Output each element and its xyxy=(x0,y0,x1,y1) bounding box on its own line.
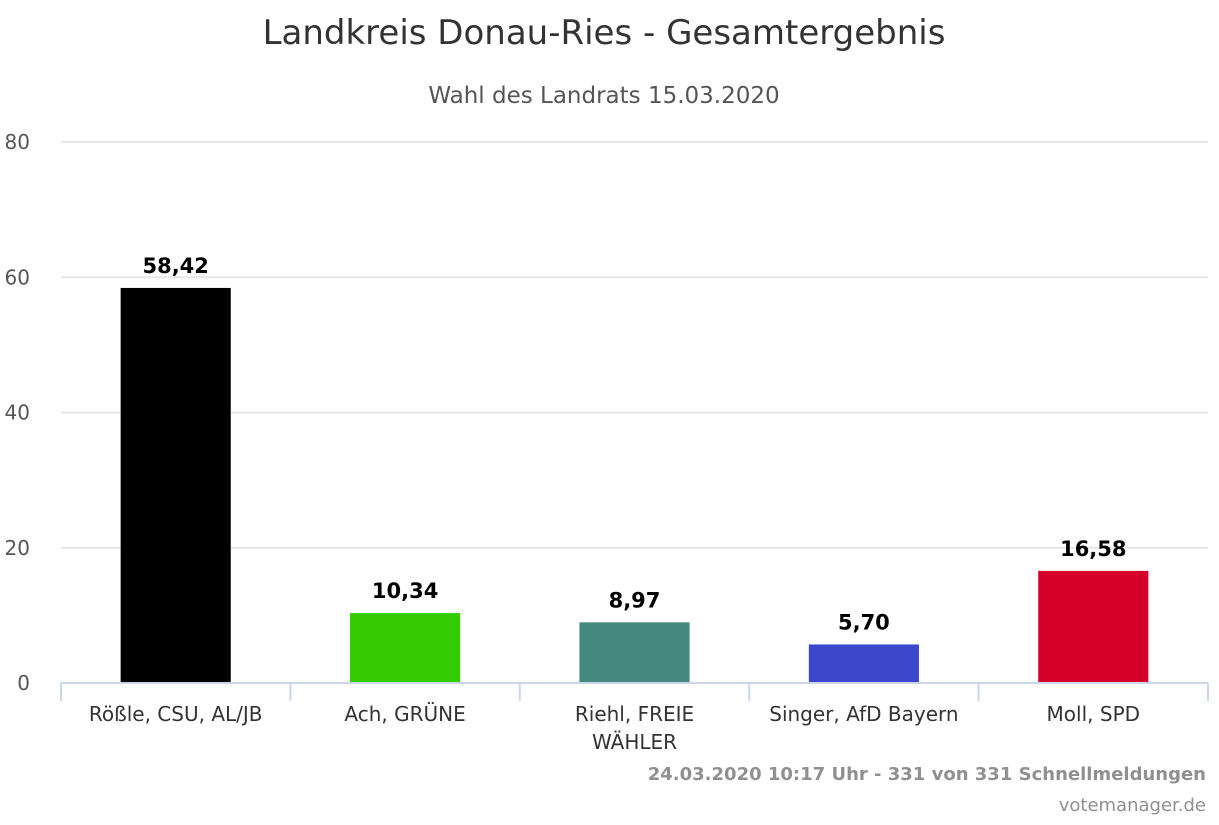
credit-status: 24.03.2020 10:17 Uhr - 331 von 331 Schne… xyxy=(648,764,1206,785)
x-axis: Rößle, CSU, AL/JB Ach, GRÜNE Riehl, FREIE W… xyxy=(60,682,1209,754)
chart-subtitle: Wahl des Landrats 15.03.2020 xyxy=(428,83,779,109)
data-label: 8,97 xyxy=(609,588,661,612)
data-label: 10,34 xyxy=(372,579,438,603)
credit-source-link[interactable]: votemanager.de xyxy=(1059,795,1206,816)
x-category-label: Riehl, FREIE xyxy=(575,702,694,726)
y-tick-label: 0 xyxy=(17,671,30,695)
x-category-label: WÄHLER xyxy=(592,730,677,754)
bar[interactable] xyxy=(1038,570,1149,683)
data-label: 16,58 xyxy=(1060,537,1126,561)
x-category-label: Rößle, CSU, AL/JB xyxy=(89,702,263,726)
y-tick-label: 20 xyxy=(5,536,30,560)
x-category-label: Moll, SPD xyxy=(1047,702,1140,726)
chart-title: Landkreis Donau-Ries - Gesamtergebnis xyxy=(263,13,946,53)
y-tick-label: 40 xyxy=(5,401,30,425)
bar[interactable] xyxy=(350,613,461,683)
grid-lines xyxy=(61,141,1208,549)
y-tick-label: 60 xyxy=(5,265,30,289)
bars: 58,42 10,34 8,97 5,70 16,58 xyxy=(120,254,1149,683)
x-category-label: Ach, GRÜNE xyxy=(344,702,465,726)
bar[interactable] xyxy=(808,644,919,683)
y-axis-ticks: 0 20 40 60 80 xyxy=(5,130,30,695)
bar[interactable] xyxy=(120,287,231,683)
data-label: 5,70 xyxy=(838,610,890,634)
data-label: 58,42 xyxy=(142,254,208,278)
bar[interactable] xyxy=(579,622,690,683)
y-tick-label: 80 xyxy=(5,130,30,154)
x-category-label: Singer, AfD Bayern xyxy=(769,702,958,726)
